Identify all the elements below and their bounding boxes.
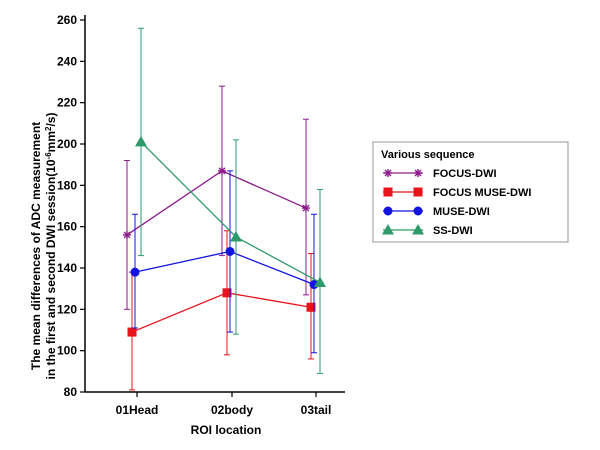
legend-item-muse-dwi: MUSE-DWI — [383, 206, 490, 218]
y-axis-title-mid: mm — [44, 131, 58, 152]
legend-marker-ss-dwi-a — [382, 224, 394, 235]
legend-item-focus-muse-dwi: FOCUS MUSE-DWI — [383, 187, 531, 199]
legend-marker-focus-dwi-b-d2 — [414, 169, 422, 177]
point-muse-dwi-02body — [225, 246, 235, 256]
point-focus-muse-dwi-02body — [222, 288, 232, 298]
x-axis: 01Head 02body 03tail — [85, 391, 345, 417]
legend-label-muse-dwi: MUSE-DWI — [433, 206, 490, 218]
legend-label-focus-muse-dwi: FOCUS MUSE-DWI — [433, 187, 531, 199]
point-focus-dwi-02body-d2 — [218, 167, 226, 175]
point-focus-muse-dwi-03tail — [306, 302, 316, 312]
point-focus-dwi-01Head — [123, 230, 131, 239]
y-tick-label-120: 120 — [57, 302, 77, 316]
legend-marker-ss-dwi-b — [412, 224, 424, 235]
legend-marker-focus-dwi-b — [414, 169, 422, 177]
legend-marker-focus-muse-dwi-a — [383, 187, 393, 197]
point-ss-dwi-03tail — [314, 276, 326, 287]
y-tick-label-240: 240 — [57, 54, 77, 68]
y-axis-title-sup2: 2 — [44, 126, 53, 131]
legend-title: Various sequence — [381, 149, 475, 161]
point-ss-dwi-01Head — [135, 135, 147, 147]
legend: Various sequence FOCUS-DWI FOCUS MUSE-DWI… — [372, 141, 569, 243]
point-focus-dwi-03tail-d2 — [302, 204, 310, 212]
point-ss-dwi-02body — [230, 231, 242, 242]
point-muse-dwi-01Head — [130, 267, 140, 277]
legend-label-ss-dwi: SS-DWI — [433, 225, 473, 237]
legend-marker-focus-dwi-a — [384, 169, 392, 177]
series-ss-dwi — [135, 27, 326, 374]
y-tick-label-100: 100 — [57, 344, 77, 358]
y-tick-label-260: 260 — [57, 13, 77, 27]
legend-item-ss-dwi: SS-DWI — [382, 224, 473, 237]
y-tick-label-140: 140 — [57, 261, 77, 275]
y-tick-label-160: 160 — [57, 220, 77, 234]
y-axis-title-line1: The mean differences of ADC measurement — [29, 122, 43, 370]
x-tick-label-03tail: 03tail — [301, 403, 332, 417]
series-line-focus-muse-dwi — [131, 292, 312, 333]
y-axis-title-line2: in the first and second DWI session(10-6… — [44, 113, 58, 380]
y-axis-title-end: /s) — [44, 113, 58, 127]
y-axis-title-line2-a: in the first and second DWI session(10 — [44, 159, 58, 379]
y-axis-title-sup1: -6 — [44, 152, 53, 160]
legend-marker-muse-dwi-b — [413, 206, 423, 216]
y-tick-label-200: 200 — [57, 137, 77, 151]
legend-marker-muse-dwi-a — [383, 206, 393, 216]
series-line-focus-dwi — [126, 170, 307, 236]
series-line-muse-dwi — [134, 250, 315, 286]
y-axis-title: The mean differences of ADC measurement … — [29, 113, 58, 380]
x-axis-title: ROI location — [191, 423, 262, 437]
legend-marker-focus-muse-dwi-b — [413, 187, 423, 197]
legend-item-focus-dwi: FOCUS-DWI — [383, 168, 497, 180]
y-tick-label-80: 80 — [64, 385, 78, 399]
legend-marker-focus-dwi-a-d2 — [384, 169, 392, 177]
x-tick-label-01Head: 01Head — [116, 403, 159, 417]
point-focus-muse-dwi-01Head — [127, 327, 137, 337]
point-focus-dwi-03tail — [302, 204, 310, 213]
x-tick-label-02body: 02body — [211, 403, 253, 417]
series-muse-dwi — [130, 170, 319, 354]
point-focus-dwi-01Head-d2 — [123, 231, 131, 239]
series-layer — [123, 27, 326, 391]
point-focus-dwi-02body — [218, 166, 226, 175]
series-focus-dwi — [123, 85, 310, 310]
y-tick-label-220: 220 — [57, 96, 77, 110]
legend-label-focus-dwi: FOCUS-DWI — [433, 168, 497, 180]
y-axis: 80 100 120 140 160 180 200 220 240 260 — [57, 13, 86, 399]
y-tick-label-180: 180 — [57, 178, 77, 192]
